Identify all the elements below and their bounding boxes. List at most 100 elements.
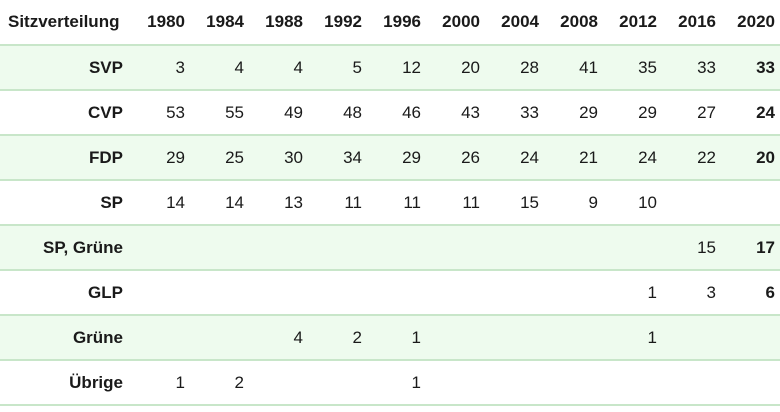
table-row: CVP 53 55 49 48 46 43 33 29 29 27 24	[0, 90, 780, 136]
seat-count-cell: 24	[603, 135, 662, 181]
seat-count-cell: 49	[249, 90, 308, 136]
seat-count-cell: 33	[721, 45, 780, 91]
seat-count-cell: 1	[603, 315, 662, 361]
seat-count-cell: 24	[721, 90, 780, 136]
seat-count-cell	[249, 225, 308, 271]
seat-count-cell: 11	[426, 180, 485, 226]
table-row: FDP 29 25 30 34 29 26 24 21 24 22 20	[0, 135, 780, 181]
seat-count-cell	[721, 180, 780, 226]
seat-count-cell	[544, 270, 603, 316]
seat-count-cell	[308, 270, 367, 316]
seat-count-cell	[603, 225, 662, 271]
seat-count-cell: 27	[662, 90, 721, 136]
seat-count-cell	[721, 360, 780, 406]
seat-count-cell: 46	[367, 90, 426, 136]
seat-count-cell: 12	[367, 45, 426, 91]
seat-count-cell: 4	[190, 45, 249, 91]
seat-count-cell	[662, 315, 721, 361]
seat-count-cell	[662, 180, 721, 226]
party-label: Übrige	[0, 360, 131, 406]
seat-count-cell	[249, 270, 308, 316]
seat-count-cell: 21	[544, 135, 603, 181]
seat-count-cell: 48	[308, 90, 367, 136]
party-label: CVP	[0, 90, 131, 136]
year-header: 1988	[249, 0, 308, 46]
year-header: 1980	[131, 0, 190, 46]
seat-count-cell: 1	[367, 360, 426, 406]
party-label: SVP	[0, 45, 131, 91]
party-label: GLP	[0, 270, 131, 316]
seat-count-cell	[544, 225, 603, 271]
seat-count-cell	[544, 360, 603, 406]
seat-count-cell	[485, 360, 544, 406]
seat-count-cell	[131, 270, 190, 316]
header-row: Sitzverteilung 1980 1984 1988 1992 1996 2000 2…	[0, 0, 780, 46]
seat-count-cell: 26	[426, 135, 485, 181]
seat-count-cell	[131, 225, 190, 271]
seat-count-cell	[426, 225, 485, 271]
seat-count-cell: 3	[131, 45, 190, 91]
seat-count-cell: 11	[367, 180, 426, 226]
seat-count-cell: 3	[662, 270, 721, 316]
year-header: 1992	[308, 0, 367, 46]
seat-count-cell	[426, 270, 485, 316]
party-label: SP	[0, 180, 131, 226]
seat-count-cell	[131, 315, 190, 361]
seat-count-cell: 14	[131, 180, 190, 226]
seat-count-cell	[190, 270, 249, 316]
table-row: SP 14 14 13 11 11 11 15 9 10	[0, 180, 780, 226]
seat-count-cell	[367, 225, 426, 271]
seat-count-cell	[426, 360, 485, 406]
seat-count-cell	[485, 315, 544, 361]
seat-count-cell: 1	[131, 360, 190, 406]
seat-count-cell: 24	[485, 135, 544, 181]
seat-count-cell: 22	[662, 135, 721, 181]
seat-count-cell	[426, 315, 485, 361]
seat-count-cell: 2	[308, 315, 367, 361]
seat-count-cell: 25	[190, 135, 249, 181]
year-header: 2000	[426, 0, 485, 46]
seat-count-cell	[190, 225, 249, 271]
seat-count-cell: 4	[249, 315, 308, 361]
seat-count-cell	[603, 360, 662, 406]
seat-count-cell: 13	[249, 180, 308, 226]
year-header: 1984	[190, 0, 249, 46]
year-header: 2004	[485, 0, 544, 46]
seat-count-cell: 33	[485, 90, 544, 136]
year-header: 1996	[367, 0, 426, 46]
party-label: SP, Grüne	[0, 225, 131, 271]
seat-count-cell: 34	[308, 135, 367, 181]
seat-count-cell: 29	[367, 135, 426, 181]
table-row: Grüne 4 2 1 1	[0, 315, 780, 361]
party-label: FDP	[0, 135, 131, 181]
seat-count-cell: 33	[662, 45, 721, 91]
seat-count-cell: 6	[721, 270, 780, 316]
seat-count-cell: 29	[544, 90, 603, 136]
seat-count-cell	[308, 225, 367, 271]
seat-count-cell: 4	[249, 45, 308, 91]
seat-count-cell	[190, 315, 249, 361]
seat-count-cell: 1	[367, 315, 426, 361]
table-row: SVP 3 4 4 5 12 20 28 41 35 33 33	[0, 45, 780, 91]
seat-count-cell: 14	[190, 180, 249, 226]
corner-label: Sitzverteilung	[0, 0, 131, 46]
seat-count-cell: 53	[131, 90, 190, 136]
seat-count-cell	[249, 360, 308, 406]
seat-count-cell: 1	[603, 270, 662, 316]
party-label: Grüne	[0, 315, 131, 361]
year-header: 2016	[662, 0, 721, 46]
table-body: SVP 3 4 4 5 12 20 28 41 35 33 33 CVP 53 55 49 48 46 43 33 29…	[0, 45, 780, 406]
seat-count-cell: 10	[603, 180, 662, 226]
seat-count-cell: 35	[603, 45, 662, 91]
seat-count-cell	[485, 270, 544, 316]
seat-count-cell: 15	[485, 180, 544, 226]
seat-count-cell	[721, 315, 780, 361]
year-header: 2020	[721, 0, 780, 46]
seat-count-cell: 17	[721, 225, 780, 271]
seat-count-cell: 30	[249, 135, 308, 181]
year-header: 2012	[603, 0, 662, 46]
seat-count-cell: 41	[544, 45, 603, 91]
seat-count-cell: 20	[721, 135, 780, 181]
table-row: SP, Grüne 15 17	[0, 225, 780, 271]
